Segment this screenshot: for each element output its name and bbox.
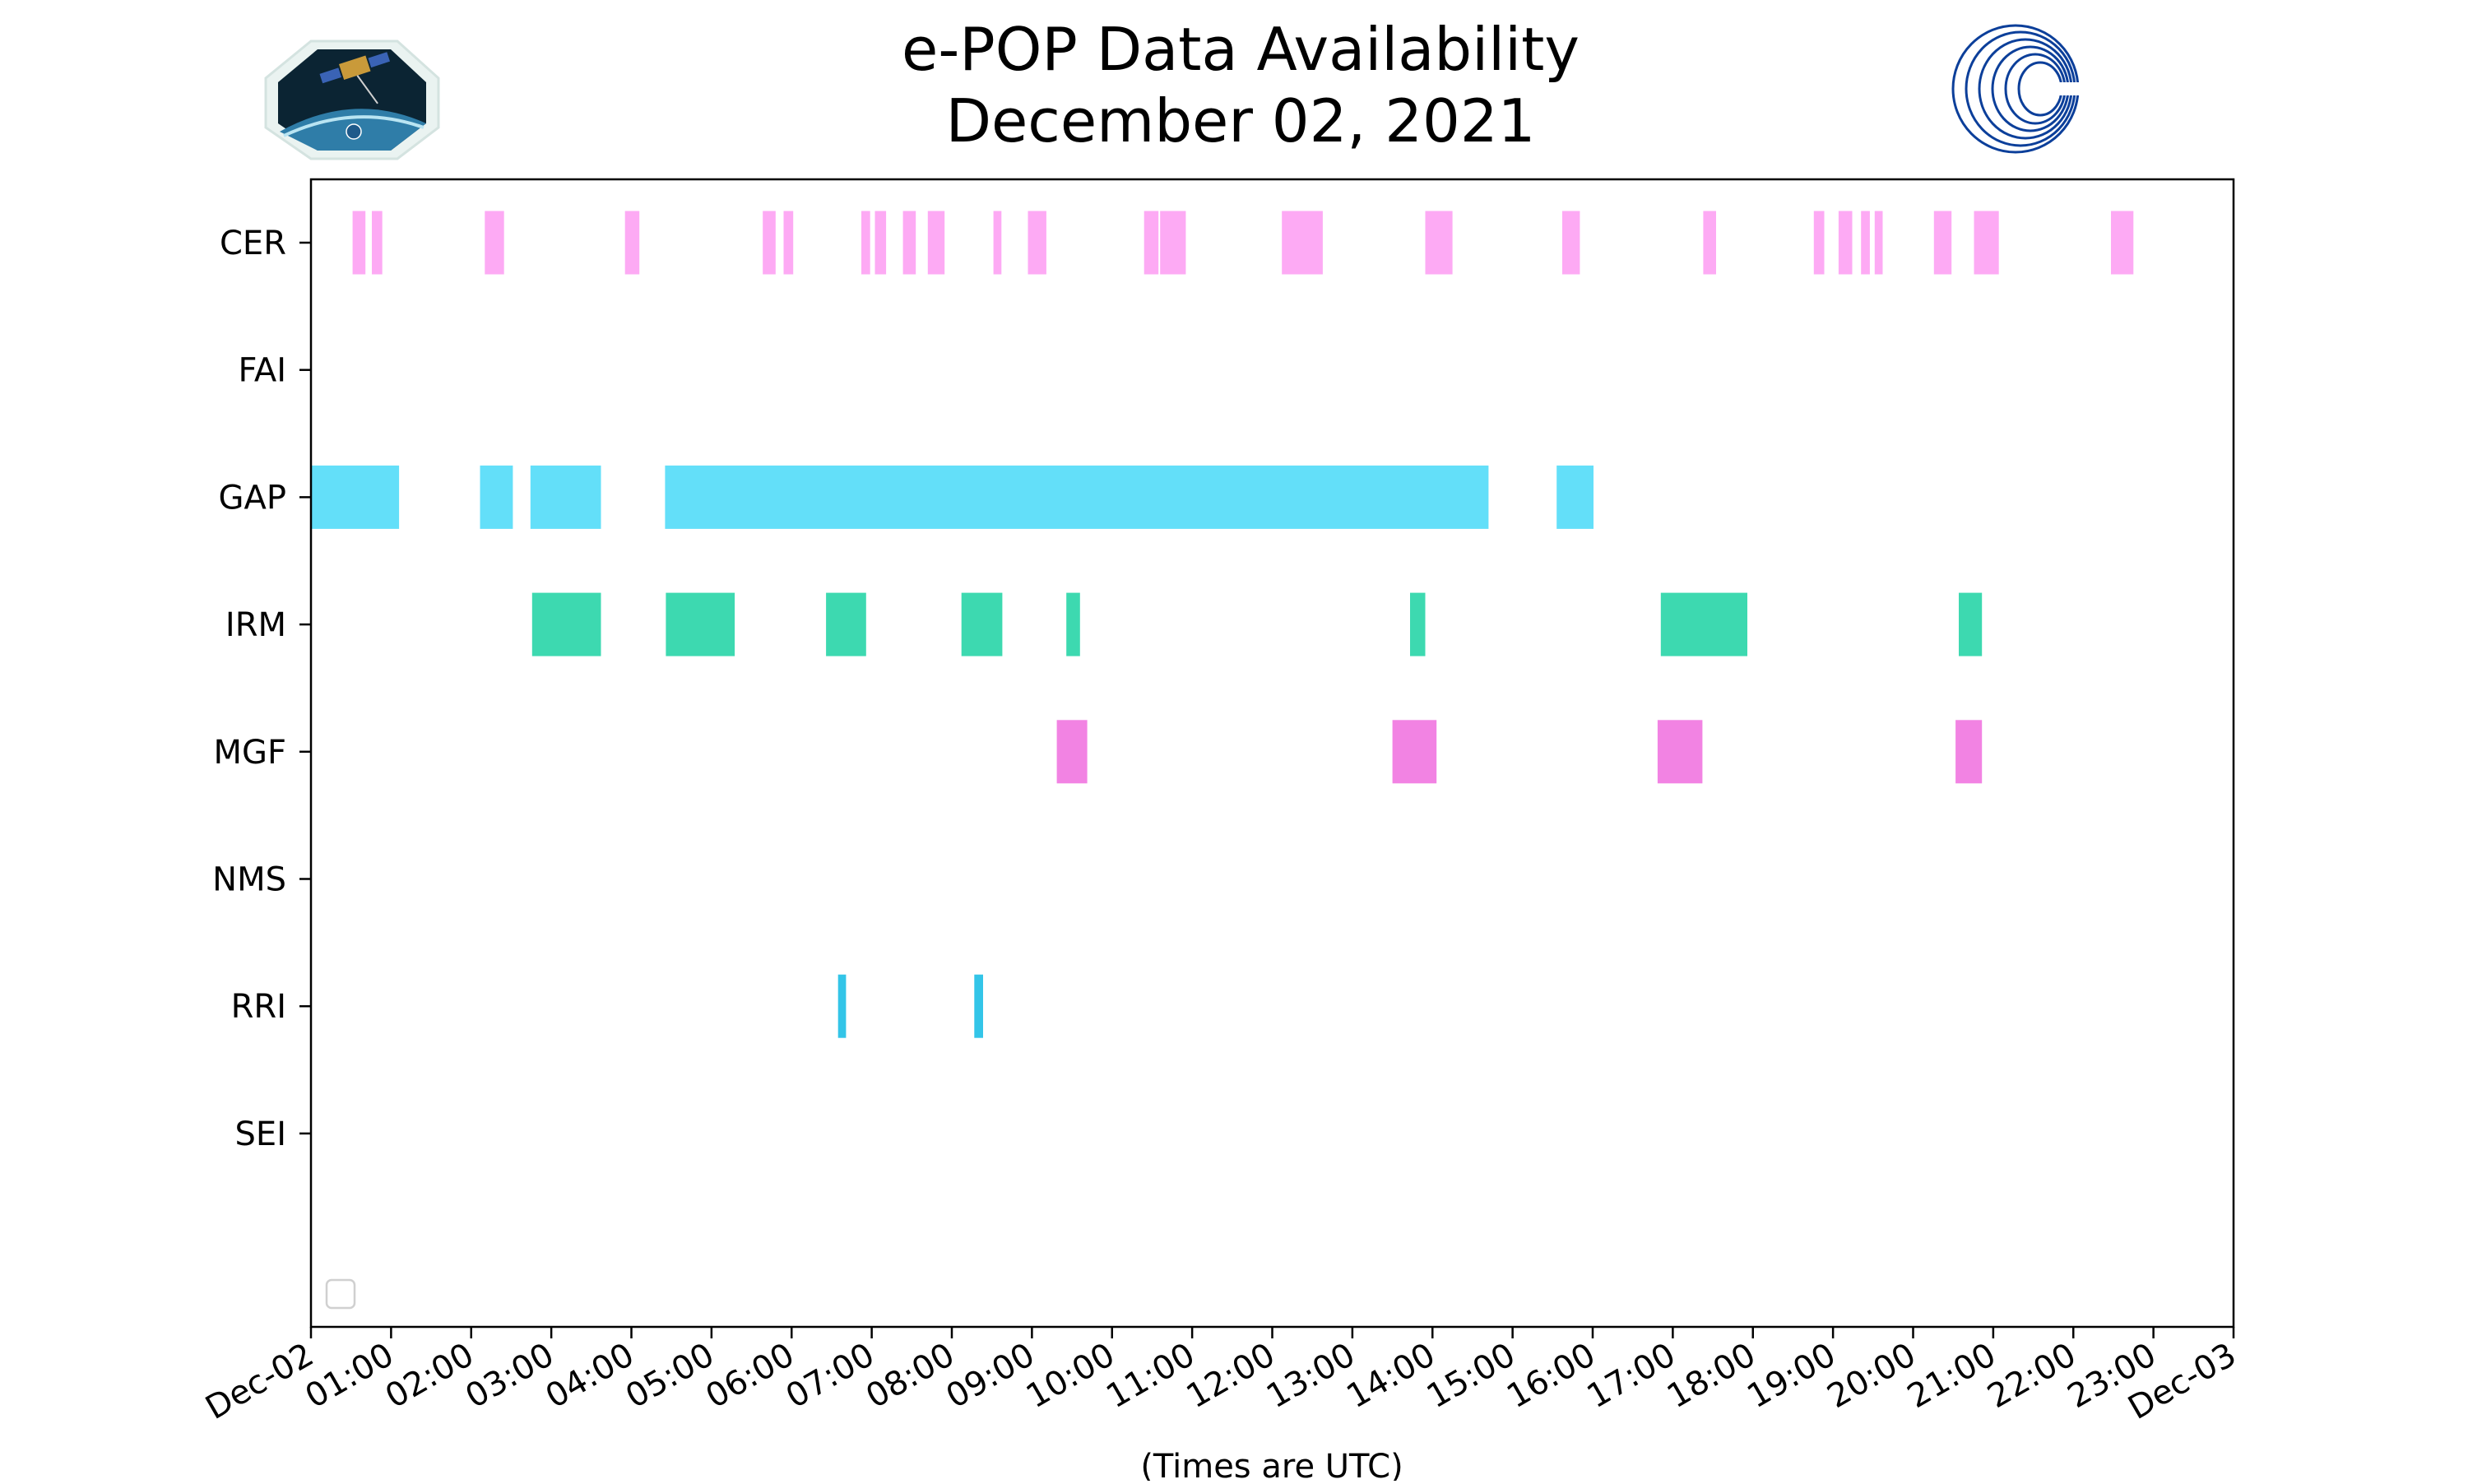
- bar-rri-1: [974, 974, 983, 1038]
- bar-mgf-2: [1657, 720, 1703, 784]
- bar-cer-9: [927, 211, 945, 275]
- y-tick-label-fai: FAI: [239, 352, 287, 390]
- chart-title: e-POP Data Availability: [902, 15, 1580, 84]
- bar-gap-1: [480, 465, 513, 529]
- esa-logo: [1951, 24, 2081, 154]
- bar-irm-4: [1066, 592, 1080, 656]
- cassiope-logo: [264, 39, 440, 160]
- bar-gap-2: [530, 465, 601, 529]
- bar-gap-3: [665, 465, 1489, 529]
- y-axis: CER FAI GAP IRM MGF NMS RRI SEI: [212, 225, 311, 1153]
- bar-mgf-0: [1056, 720, 1088, 784]
- bar-cer-4: [763, 211, 776, 275]
- bar-cer-12: [1144, 211, 1159, 275]
- bar-cer-20: [1861, 211, 1870, 275]
- bar-irm-6: [1660, 592, 1747, 656]
- bar-irm-1: [666, 592, 735, 656]
- y-tick-label-sei: SEI: [235, 1115, 286, 1153]
- bar-cer-17: [1703, 211, 1716, 275]
- bar-cer-10: [993, 211, 1002, 275]
- y-tick-label-irm: IRM: [225, 606, 286, 644]
- bar-cer-24: [2111, 211, 2134, 275]
- bar-irm-3: [961, 592, 1003, 656]
- bar-irm-7: [1959, 592, 1983, 656]
- bar-cer-15: [1425, 211, 1453, 275]
- bar-cer-7: [874, 211, 887, 275]
- bar-cer-13: [1160, 211, 1186, 275]
- bar-cer-23: [1974, 211, 1999, 275]
- bar-cer-1: [372, 211, 383, 275]
- bar-cer-18: [1813, 211, 1825, 275]
- bar-irm-0: [531, 592, 601, 656]
- bar-cer-21: [1874, 211, 1883, 275]
- x-axis-label: (Times are UTC): [1140, 1448, 1403, 1481]
- bar-mgf-3: [1955, 720, 1983, 784]
- bar-cer-6: [861, 211, 870, 275]
- bar-rri-0: [837, 974, 847, 1038]
- bar-cer-3: [624, 211, 640, 275]
- bar-irm-2: [826, 592, 866, 656]
- esa-swirl-icon: [1951, 24, 2081, 154]
- bar-mgf-1: [1392, 720, 1437, 784]
- bar-cer-22: [1933, 211, 1952, 275]
- y-tick-label-mgf: MGF: [213, 734, 286, 772]
- bar-cer-5: [783, 211, 794, 275]
- y-tick-label-gap: GAP: [219, 479, 286, 517]
- bar-cer-19: [1838, 211, 1853, 275]
- bar-irm-5: [1410, 592, 1426, 656]
- bar-gap-4: [1556, 465, 1594, 529]
- bar-gap-0: [311, 465, 400, 529]
- interval-bars: [311, 211, 2134, 1038]
- bar-cer-2: [485, 211, 504, 275]
- bar-cer-0: [352, 211, 366, 275]
- legend-box: [325, 1278, 356, 1310]
- y-tick-label-rri: RRI: [231, 988, 286, 1026]
- bar-cer-14: [1282, 211, 1323, 275]
- bar-cer-16: [1562, 211, 1580, 275]
- y-tick-label-cer: CER: [220, 225, 286, 262]
- chart-subtitle: December 02, 2021: [946, 86, 1536, 155]
- bar-cer-8: [902, 211, 916, 275]
- y-tick-label-nms: NMS: [212, 861, 286, 899]
- bar-cer-11: [1028, 211, 1046, 275]
